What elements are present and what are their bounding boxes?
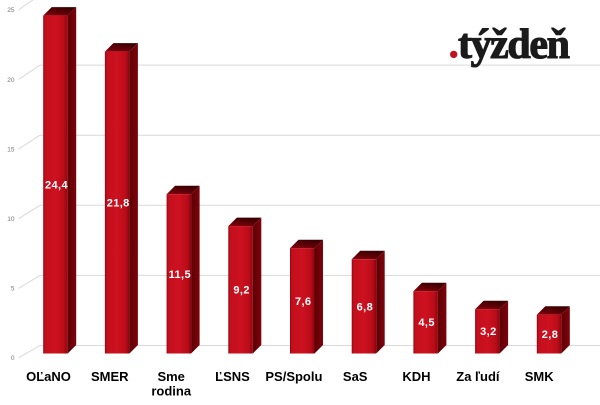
- svg-text:SMK: SMK: [525, 369, 555, 384]
- svg-text:SaS: SaS: [343, 369, 368, 384]
- svg-text:24,4: 24,4: [45, 179, 68, 191]
- svg-text:PS/Spolu: PS/Spolu: [265, 369, 322, 384]
- svg-text:týždeň: týždeň: [458, 22, 570, 68]
- svg-text:11,5: 11,5: [169, 269, 191, 281]
- svg-text:6,8: 6,8: [357, 301, 374, 313]
- svg-text:10: 10: [7, 216, 15, 223]
- svg-text:5: 5: [11, 286, 15, 293]
- svg-text:20: 20: [7, 77, 15, 84]
- svg-text:SMER: SMER: [91, 369, 129, 384]
- svg-text:9,2: 9,2: [233, 285, 250, 297]
- svg-text:rodina: rodina: [151, 384, 191, 399]
- svg-text:KDH: KDH: [402, 369, 430, 384]
- svg-text:OĽaNO: OĽaNO: [26, 369, 71, 384]
- svg-text:15: 15: [7, 146, 15, 153]
- svg-text:4,5: 4,5: [418, 317, 435, 329]
- svg-text:2,8: 2,8: [542, 329, 559, 341]
- svg-text:Sme: Sme: [157, 369, 184, 384]
- svg-text:0: 0: [11, 355, 15, 362]
- svg-text:21,8: 21,8: [107, 197, 130, 209]
- svg-text:7,6: 7,6: [295, 296, 312, 308]
- svg-text:ĽSNS: ĽSNS: [215, 369, 250, 384]
- svg-text:Za ľudí: Za ľudí: [456, 369, 500, 384]
- svg-text:25: 25: [7, 7, 15, 14]
- svg-text:3,2: 3,2: [480, 326, 497, 338]
